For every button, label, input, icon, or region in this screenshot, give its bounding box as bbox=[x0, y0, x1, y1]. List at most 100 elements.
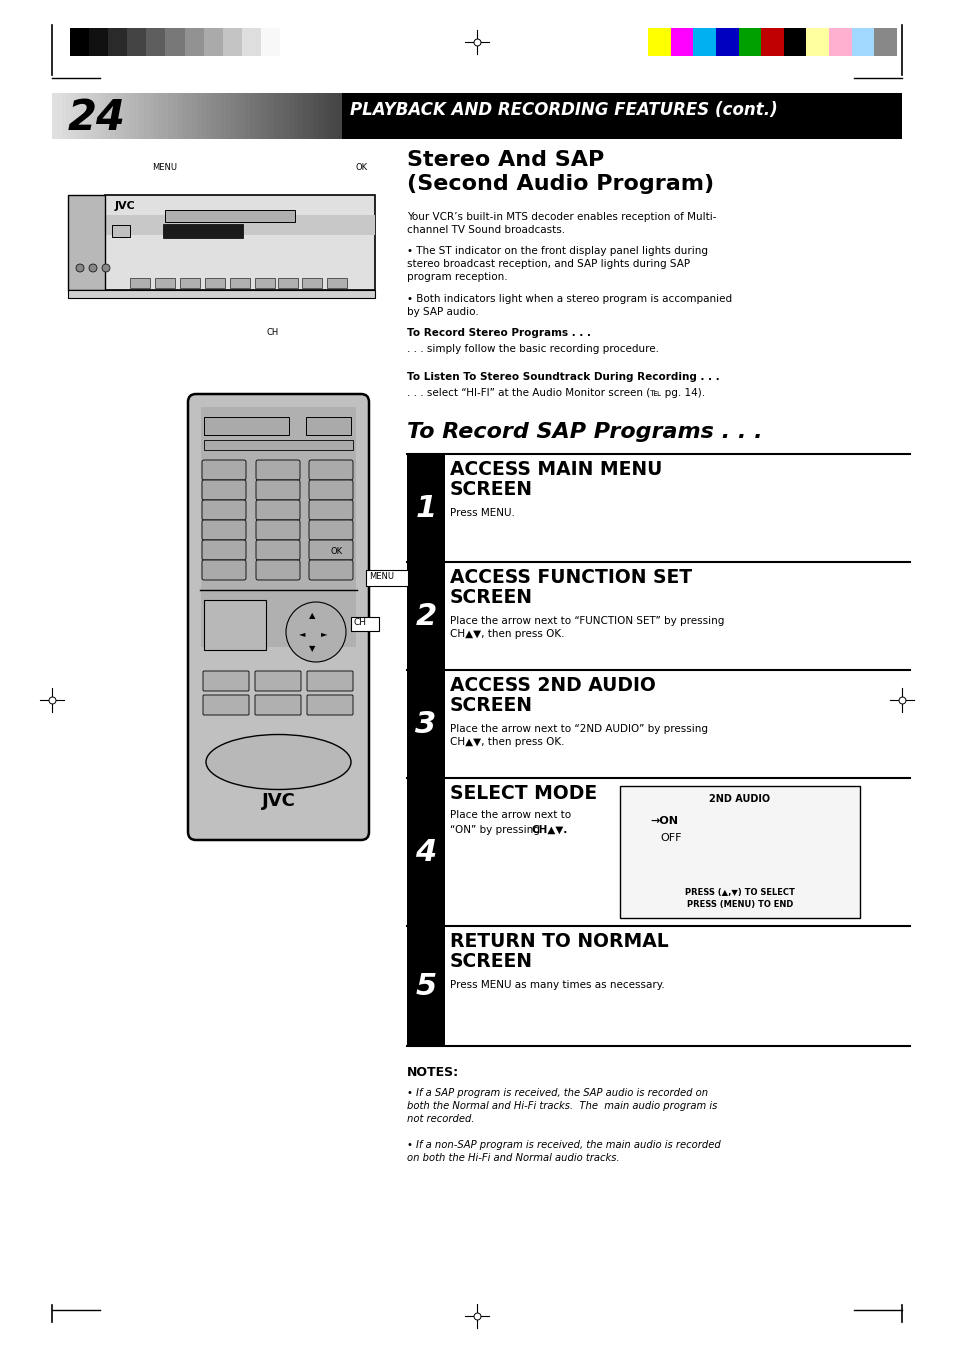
Bar bbox=[89, 28, 108, 57]
Bar bbox=[184, 28, 203, 57]
FancyBboxPatch shape bbox=[188, 394, 369, 840]
Bar bbox=[177, 93, 183, 139]
Bar bbox=[108, 28, 127, 57]
Text: 24: 24 bbox=[68, 97, 126, 139]
Bar bbox=[269, 93, 274, 139]
Text: . . . select “HI-FI” at the Audio Monitor screen (℡ pg. 14).: . . . select “HI-FI” at the Audio Monito… bbox=[407, 388, 704, 398]
Bar bbox=[57, 93, 62, 139]
Bar bbox=[205, 278, 225, 288]
Bar bbox=[207, 93, 212, 139]
Bar bbox=[163, 224, 243, 239]
Bar bbox=[172, 93, 178, 139]
Text: NOTES:: NOTES: bbox=[407, 1066, 458, 1078]
Bar bbox=[187, 93, 193, 139]
Text: MENU: MENU bbox=[369, 572, 394, 581]
Bar bbox=[303, 93, 309, 139]
FancyBboxPatch shape bbox=[202, 500, 246, 520]
Text: Press MENU.: Press MENU. bbox=[450, 508, 515, 518]
Bar bbox=[163, 93, 169, 139]
Bar bbox=[250, 93, 255, 139]
Bar bbox=[95, 93, 101, 139]
Bar bbox=[130, 278, 150, 288]
Text: ▲
▼: ▲ ▼ bbox=[309, 611, 314, 654]
Bar bbox=[336, 93, 342, 139]
FancyBboxPatch shape bbox=[254, 671, 301, 692]
Text: OK: OK bbox=[331, 547, 343, 555]
Text: SCREEN: SCREEN bbox=[450, 952, 533, 971]
Text: SELECT MODE: SELECT MODE bbox=[450, 785, 597, 803]
Ellipse shape bbox=[206, 735, 351, 790]
Text: To Record Stereo Programs . . .: To Record Stereo Programs . . . bbox=[407, 328, 590, 338]
FancyBboxPatch shape bbox=[309, 500, 353, 520]
Text: SCREEN: SCREEN bbox=[450, 696, 533, 714]
Bar bbox=[341, 93, 901, 139]
FancyBboxPatch shape bbox=[309, 520, 353, 541]
FancyBboxPatch shape bbox=[254, 696, 301, 714]
FancyBboxPatch shape bbox=[203, 671, 249, 692]
Bar bbox=[302, 278, 322, 288]
Text: CH▲▼.: CH▲▼. bbox=[532, 825, 568, 834]
Bar bbox=[119, 93, 125, 139]
FancyBboxPatch shape bbox=[202, 541, 246, 559]
Text: 2: 2 bbox=[415, 603, 436, 631]
Bar bbox=[277, 278, 297, 288]
Bar bbox=[298, 93, 303, 139]
Bar bbox=[70, 28, 89, 57]
Bar bbox=[407, 670, 444, 778]
Bar bbox=[294, 93, 298, 139]
Bar bbox=[738, 28, 760, 57]
Bar bbox=[231, 93, 236, 139]
Text: SCREEN: SCREEN bbox=[450, 588, 533, 607]
Bar bbox=[168, 93, 173, 139]
Bar bbox=[139, 93, 144, 139]
Bar bbox=[201, 407, 355, 647]
Text: OFF: OFF bbox=[659, 833, 680, 842]
Text: (Second Audio Program): (Second Audio Program) bbox=[407, 174, 714, 194]
Bar bbox=[407, 926, 444, 1046]
Bar bbox=[805, 28, 828, 57]
Bar bbox=[112, 225, 130, 237]
FancyBboxPatch shape bbox=[202, 520, 246, 541]
Bar bbox=[81, 93, 86, 139]
Bar bbox=[222, 28, 241, 57]
Bar bbox=[760, 28, 783, 57]
Text: ►: ► bbox=[320, 630, 327, 638]
FancyBboxPatch shape bbox=[202, 460, 246, 480]
Text: • The ST indicator on the front display panel lights during
stereo broadcast rec: • The ST indicator on the front display … bbox=[407, 245, 707, 282]
Circle shape bbox=[89, 264, 97, 272]
Bar bbox=[230, 278, 250, 288]
Bar bbox=[259, 93, 265, 139]
Polygon shape bbox=[68, 195, 105, 290]
Bar bbox=[110, 93, 115, 139]
Text: • If a non-SAP program is received, the main audio is recorded
on both the Hi-Fi: • If a non-SAP program is received, the … bbox=[407, 1140, 720, 1163]
Bar bbox=[125, 93, 130, 139]
Text: CH: CH bbox=[267, 328, 279, 337]
Bar bbox=[254, 93, 260, 139]
Bar bbox=[204, 600, 266, 650]
Bar bbox=[105, 93, 111, 139]
Text: SCREEN: SCREEN bbox=[450, 480, 533, 499]
Text: ACCESS 2ND AUDIO: ACCESS 2ND AUDIO bbox=[450, 675, 656, 696]
Bar bbox=[254, 278, 274, 288]
Bar bbox=[351, 617, 378, 631]
Text: RETURN TO NORMAL: RETURN TO NORMAL bbox=[450, 931, 668, 950]
Bar bbox=[91, 93, 96, 139]
Bar bbox=[76, 93, 81, 139]
Text: →ON: →ON bbox=[649, 816, 678, 826]
Text: 1: 1 bbox=[415, 493, 436, 523]
Bar bbox=[327, 93, 333, 139]
Text: Place the arrow next to: Place the arrow next to bbox=[450, 810, 571, 820]
Text: • If a SAP program is received, the SAP audio is recorded on
both the Normal and: • If a SAP program is received, the SAP … bbox=[407, 1088, 717, 1124]
Bar bbox=[134, 93, 139, 139]
Bar bbox=[240, 93, 246, 139]
FancyBboxPatch shape bbox=[255, 460, 299, 480]
Bar bbox=[146, 28, 165, 57]
Bar bbox=[241, 28, 260, 57]
Bar bbox=[158, 93, 164, 139]
Bar bbox=[289, 93, 294, 139]
Text: To Listen To Stereo Soundtrack During Recording . . .: To Listen To Stereo Soundtrack During Re… bbox=[407, 372, 719, 381]
Bar bbox=[165, 210, 294, 222]
FancyBboxPatch shape bbox=[309, 541, 353, 559]
Bar bbox=[670, 28, 693, 57]
Circle shape bbox=[286, 603, 346, 662]
